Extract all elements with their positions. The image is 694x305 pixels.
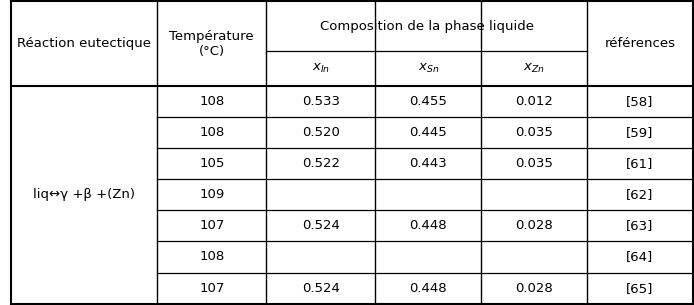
Text: 0.028: 0.028 — [515, 219, 553, 232]
Text: 0.035: 0.035 — [515, 157, 553, 170]
Text: [62]: [62] — [626, 188, 654, 201]
Text: 0.524: 0.524 — [302, 282, 340, 295]
Text: 108: 108 — [199, 95, 224, 108]
Text: 0.448: 0.448 — [409, 282, 447, 295]
Text: [59]: [59] — [626, 126, 654, 139]
Text: $x_\mathregular{Sn}$: $x_\mathregular{Sn}$ — [418, 62, 439, 75]
Text: 0.522: 0.522 — [302, 157, 340, 170]
Text: Température
(°C): Température (°C) — [169, 30, 254, 58]
Text: 0.443: 0.443 — [409, 157, 447, 170]
Text: liq↔γ +β +(Zn): liq↔γ +β +(Zn) — [33, 188, 135, 201]
Text: [61]: [61] — [626, 157, 654, 170]
Text: 0.520: 0.520 — [302, 126, 340, 139]
Text: Composition de la phase liquide: Composition de la phase liquide — [320, 20, 534, 33]
Text: 105: 105 — [199, 157, 224, 170]
Text: [65]: [65] — [626, 282, 654, 295]
Text: 0.028: 0.028 — [515, 282, 553, 295]
Text: 0.524: 0.524 — [302, 219, 340, 232]
Text: 0.455: 0.455 — [409, 95, 447, 108]
Text: 108: 108 — [199, 250, 224, 264]
Text: [63]: [63] — [626, 219, 654, 232]
Text: 0.445: 0.445 — [409, 126, 447, 139]
Text: [64]: [64] — [626, 250, 653, 264]
Text: $x_\mathregular{In}$: $x_\mathregular{In}$ — [312, 62, 330, 75]
Text: $x_\mathregular{Zn}$: $x_\mathregular{Zn}$ — [523, 62, 545, 75]
Text: [58]: [58] — [626, 95, 654, 108]
Text: 0.533: 0.533 — [302, 95, 340, 108]
Text: Réaction eutectique: Réaction eutectique — [17, 37, 151, 50]
Text: références: références — [604, 37, 675, 50]
Text: 0.448: 0.448 — [409, 219, 447, 232]
Text: 107: 107 — [199, 219, 224, 232]
Text: 107: 107 — [199, 282, 224, 295]
Text: 0.012: 0.012 — [515, 95, 553, 108]
Text: 0.035: 0.035 — [515, 126, 553, 139]
Text: 109: 109 — [199, 188, 224, 201]
Text: 108: 108 — [199, 126, 224, 139]
